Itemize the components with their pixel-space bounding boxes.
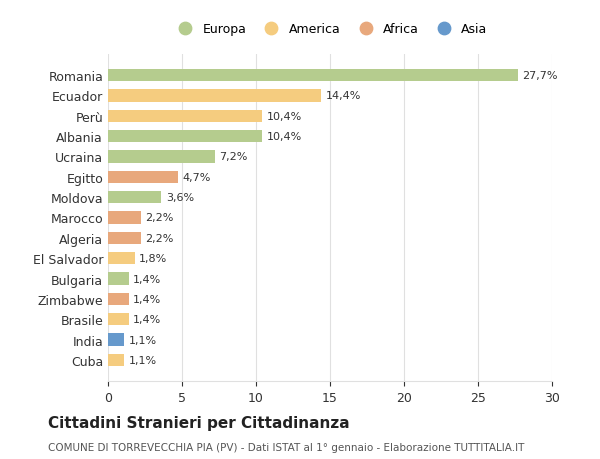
Bar [108,273,129,285]
Text: 3,6%: 3,6% [166,193,194,203]
Text: 2,2%: 2,2% [145,233,173,243]
Bar [108,212,140,224]
Bar [108,334,124,346]
Text: 1,1%: 1,1% [129,335,157,345]
Bar [108,354,124,366]
Bar [108,252,134,265]
Text: 1,4%: 1,4% [133,274,161,284]
Bar [108,90,321,102]
Text: 27,7%: 27,7% [523,71,558,81]
Bar [108,151,215,163]
Bar [108,70,518,82]
Text: Cittadini Stranieri per Cittadinanza: Cittadini Stranieri per Cittadinanza [48,415,350,430]
Text: 1,4%: 1,4% [133,294,161,304]
Text: 4,7%: 4,7% [182,173,211,182]
Bar [108,111,262,123]
Text: 10,4%: 10,4% [266,112,302,122]
Text: 1,4%: 1,4% [133,314,161,325]
Bar [108,313,129,325]
Bar [108,232,140,244]
Bar [108,293,129,305]
Text: 10,4%: 10,4% [266,132,302,142]
Text: 1,8%: 1,8% [139,254,167,263]
Text: 14,4%: 14,4% [326,91,361,101]
Legend: Europa, America, Africa, Asia: Europa, America, Africa, Asia [169,19,491,39]
Bar [108,131,262,143]
Text: 7,2%: 7,2% [219,152,247,162]
Text: 1,1%: 1,1% [129,355,157,365]
Text: COMUNE DI TORREVECCHIA PIA (PV) - Dati ISTAT al 1° gennaio - Elaborazione TUTTIT: COMUNE DI TORREVECCHIA PIA (PV) - Dati I… [48,442,524,452]
Bar [108,171,178,184]
Text: 2,2%: 2,2% [145,213,173,223]
Bar [108,192,161,204]
